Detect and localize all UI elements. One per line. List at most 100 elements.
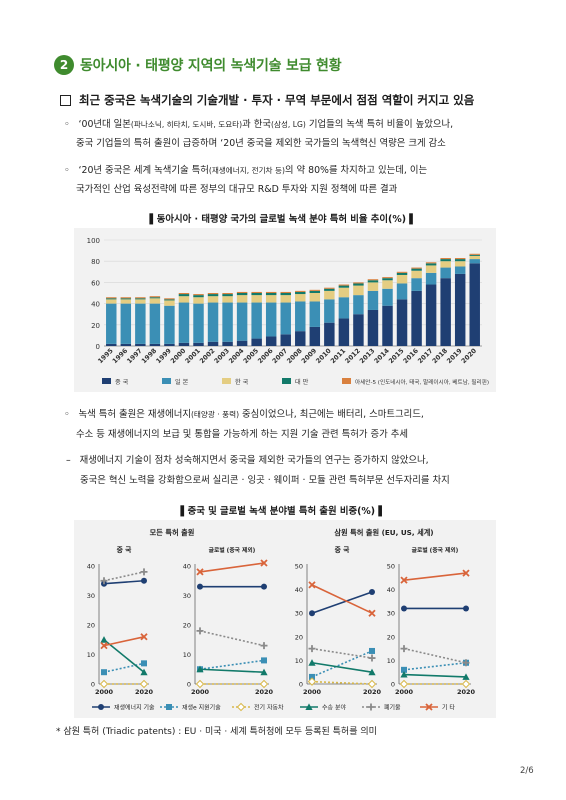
bar-segment (164, 300, 175, 306)
bar-segment (367, 279, 379, 281)
series-line (103, 636, 145, 647)
legend-label: 폐기물 (384, 704, 401, 712)
section-number-badge: 2 (54, 55, 74, 75)
bullet-1-line-1: ◦ ‘00년대 일본(파나소닉, 히타치, 도시바, 도요타)과 한국(삼성, … (64, 116, 453, 134)
square-marker (309, 673, 315, 680)
bar-segment (251, 291, 262, 293)
x-tick-label: 2014 (372, 346, 391, 365)
bar-segment (295, 294, 306, 302)
bar-segment (411, 278, 422, 291)
y-tick-label: 0 (391, 681, 395, 689)
plus-marker (196, 627, 204, 635)
bar-segment (309, 290, 321, 293)
series-line (103, 571, 145, 582)
y-tick-label: 10 (295, 657, 303, 665)
y-tick-label: 20 (91, 322, 100, 330)
x-marker (308, 581, 316, 589)
x-tick-label: 2020 (255, 688, 274, 696)
series-line (199, 630, 265, 647)
legend-swatch (282, 378, 291, 384)
section-title: 동아시아 · 태평양 지역의 녹색기술 보급 현황 (80, 58, 342, 74)
bullet-marker: ◦ (64, 165, 70, 176)
bullet-text: 녹색 특허 출원은 재생에너지 (78, 409, 191, 420)
bar-segment (193, 297, 204, 304)
bar-segment (309, 301, 321, 327)
bar-segment (120, 297, 132, 299)
bar-segment (440, 278, 451, 346)
bullet-1-line-2: 중국 기업들의 특허 출원이 급증하며 ‘20년 중국을 제외한 국가들의 녹색… (76, 138, 446, 149)
x-marker (368, 609, 376, 617)
bar-segment (207, 341, 219, 346)
x-tick-label: 2011 (329, 346, 348, 365)
series-line (311, 661, 373, 673)
bar-segment (207, 302, 219, 342)
bar-segment (454, 261, 466, 267)
y-tick-label: 50 (295, 563, 303, 571)
bar-segment (193, 342, 204, 346)
y-tick-label: 30 (87, 592, 95, 600)
bar-segment (106, 299, 117, 304)
square-marker (261, 657, 267, 664)
bar-segment (193, 295, 204, 298)
bar-segment (120, 298, 132, 300)
bullet-marker: ◦ (64, 409, 70, 420)
figure-2-title: ▌중국 및 글로벌 녹색 분야별 특허 출원 비중(%) ▌ (180, 506, 386, 517)
x-tick-label: 1999 (154, 346, 173, 365)
bar-segment (164, 343, 175, 346)
series-line (199, 659, 265, 671)
bar-segment (338, 297, 350, 319)
bar-segment (382, 278, 393, 281)
diamond-marker (367, 679, 377, 689)
plus-marker (367, 703, 375, 711)
diamond-marker (139, 679, 149, 689)
bar-segment (149, 297, 161, 299)
bullet-text: 의 약 80%를 차지하고 있는데, 이는 (284, 165, 428, 176)
x-tick-label: 1996 (111, 346, 130, 365)
x-tick-label: 2008 (285, 346, 304, 365)
bar-segment (425, 265, 437, 273)
legend-label: 수송 분야 (322, 704, 346, 712)
bar-segment (135, 343, 146, 346)
x-marker (400, 576, 408, 584)
triangle-marker (308, 659, 316, 666)
circle-marker (197, 583, 203, 590)
x-tick-label: 2000 (95, 688, 114, 696)
bar-segment (280, 295, 291, 303)
bar-segment (469, 254, 480, 256)
y-tick-label: 0 (187, 681, 191, 689)
bar-segment (207, 294, 219, 297)
legend-label: 아세안-5 (인도네시아, 태국, 말레이시아, 베트남, 필리핀) (355, 378, 489, 386)
y-tick-label: 30 (183, 592, 191, 600)
x-tick-label: 2003 (213, 347, 231, 365)
bar-segment (324, 290, 335, 300)
series-line (403, 572, 467, 581)
bar-segment (367, 282, 379, 291)
x-marker (462, 569, 470, 577)
bar-segment (135, 299, 146, 304)
bar-segment (382, 288, 393, 306)
x-tick-label: 2007 (271, 347, 289, 365)
y-tick-label: 0 (91, 681, 95, 689)
x-tick-label: 2001 (183, 346, 202, 365)
bar-segment (382, 305, 393, 346)
bullet-text: 기업들의 녹색 특허 비율이 높았으나, (305, 119, 454, 130)
bar-segment (236, 340, 248, 346)
circle-marker (401, 605, 407, 612)
group-title: 삼원 특허 출원 (EU, US, 세계) (334, 528, 433, 537)
bar-segment (469, 263, 480, 346)
bar-segment (353, 285, 364, 296)
x-marker (196, 568, 204, 576)
y-tick-label: 10 (87, 651, 95, 659)
x-tick-label: 2020 (460, 346, 479, 365)
circle-marker (141, 577, 147, 584)
bar-segment (222, 296, 233, 303)
bar-segment (106, 343, 117, 346)
series-line (103, 639, 145, 673)
bar-segment (396, 272, 408, 275)
bar-segment (469, 255, 480, 260)
bar-segment (164, 305, 175, 344)
bar-segment (207, 296, 219, 303)
bar-segment (265, 291, 277, 293)
diamond-marker (399, 679, 409, 689)
legend-label: 기 타 (442, 704, 455, 712)
